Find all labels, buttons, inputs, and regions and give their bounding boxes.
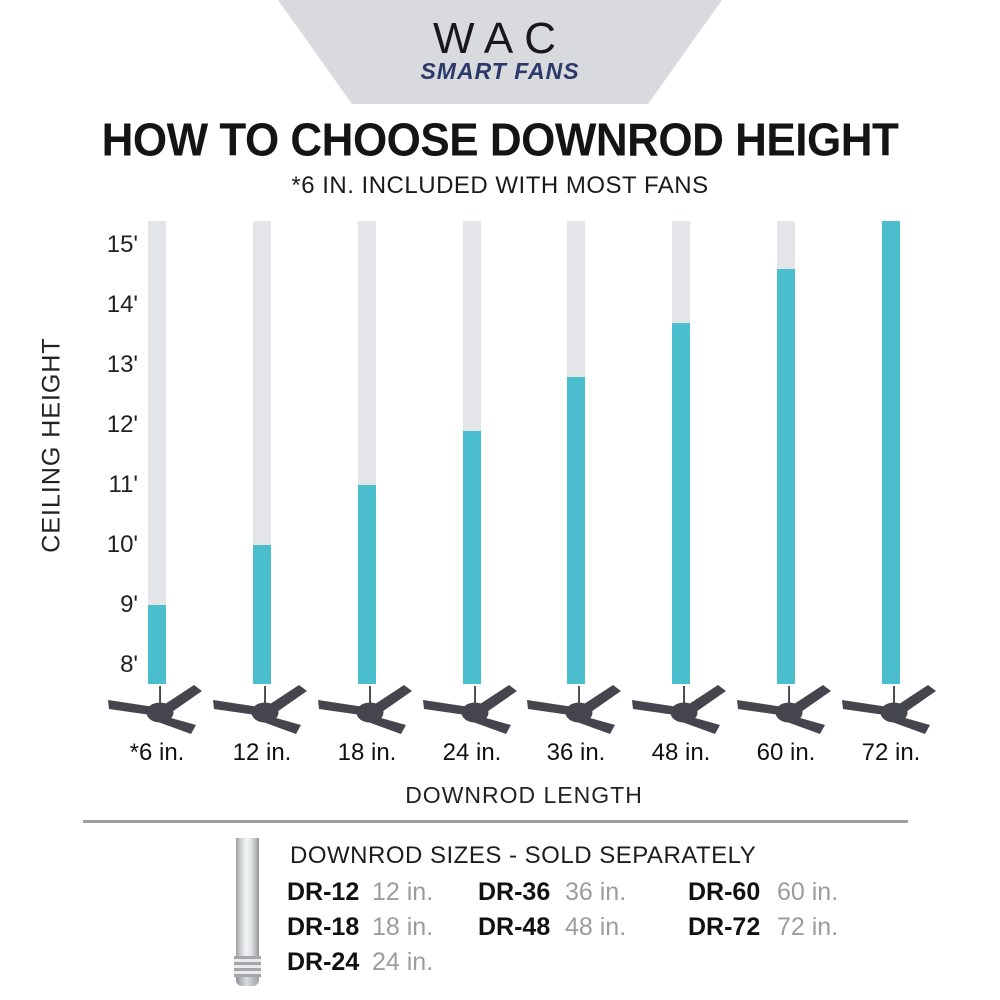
fan-blade-left	[108, 700, 151, 715]
fan-stem	[369, 686, 371, 704]
fan-stem	[264, 686, 266, 704]
downrod-code: DR-18	[287, 913, 360, 941]
ceiling-fan-icon	[423, 685, 517, 734]
fan-stem	[578, 686, 580, 704]
fan-blade-upper-right	[581, 685, 621, 714]
brand-tagline: SMART FANS	[420, 58, 580, 84]
x-category-label: 72 in.	[861, 739, 921, 766]
y-tick-label: 12'	[106, 411, 138, 438]
ceiling-fan-icon	[108, 685, 202, 734]
fan-blade-upper-right	[896, 685, 936, 714]
fan-blade-upper-right	[686, 685, 726, 714]
fan-motor-hub	[356, 702, 384, 723]
ceiling-fan-icon	[318, 685, 412, 734]
y-tick-label: 8'	[120, 651, 138, 678]
footer-heading: DOWNROD SIZES - SOLD SEPARATELY	[290, 842, 757, 869]
fan-blade-left	[213, 700, 256, 715]
downrod-size: 48 in.	[565, 913, 627, 941]
bar-track	[148, 221, 166, 684]
y-tick-label: 10'	[106, 531, 138, 558]
ceiling-fan-icon	[737, 685, 831, 734]
x-category-label: 12 in.	[232, 739, 292, 766]
bar-track	[567, 221, 585, 684]
x-axis-title: DOWNROD LENGTH	[405, 782, 643, 808]
fan-blade-left	[632, 700, 675, 715]
downrod-code: DR-72	[688, 913, 761, 941]
bar-fill	[253, 545, 271, 684]
bar-track	[358, 221, 376, 684]
x-category-label: 60 in.	[756, 739, 816, 766]
fan-blade-upper-right	[791, 685, 831, 714]
fan-blade-left	[318, 700, 361, 715]
bar-fill	[358, 485, 376, 684]
downrod-rod	[236, 838, 259, 958]
y-tick-label: 14'	[106, 291, 138, 318]
bar-fill	[672, 323, 690, 684]
bar-track	[672, 221, 690, 684]
fan-stem	[683, 686, 685, 704]
downrod-size: 60 in.	[777, 878, 839, 906]
page-title: HOW TO CHOOSE DOWNROD HEIGHT	[101, 114, 899, 167]
y-tick-label: 15'	[106, 231, 138, 258]
bar-fill	[567, 377, 585, 684]
downrod-size: 36 in.	[565, 878, 627, 906]
downrod-threads	[234, 956, 261, 978]
x-category-label: 18 in.	[337, 739, 397, 766]
fan-motor-hub	[251, 702, 279, 723]
bar-fill	[882, 221, 900, 684]
downrod-size: 12 in.	[372, 878, 434, 906]
y-tick-label: 9'	[120, 591, 138, 618]
downrod-code: DR-24	[287, 948, 360, 976]
fan-stem	[893, 686, 895, 704]
fan-stem	[474, 686, 476, 704]
fan-motor-hub	[670, 702, 698, 723]
x-category-label: *6 in.	[129, 739, 185, 766]
fan-motor-hub	[775, 702, 803, 723]
downrod-code: DR-60	[688, 878, 761, 906]
fan-blade-upper-right	[162, 685, 202, 714]
page-subtitle: *6 IN. INCLUDED WITH MOST FANS	[291, 172, 709, 199]
fan-motor-hub	[880, 702, 908, 723]
fan-blade-left	[423, 700, 466, 715]
fan-blade-left	[527, 700, 570, 715]
fan-blade-upper-right	[372, 685, 412, 714]
fan-blade-upper-right	[267, 685, 307, 714]
brand-banner	[278, 0, 722, 104]
y-tick-label: 11'	[108, 471, 139, 498]
fan-motor-hub	[565, 702, 593, 723]
downrod-size: 24 in.	[372, 948, 434, 976]
ceiling-fan-icon	[213, 685, 307, 734]
fan-stem	[159, 686, 161, 704]
y-axis-title: CEILING HEIGHT	[37, 337, 66, 553]
fan-motor-hub	[146, 702, 174, 723]
section-divider	[83, 820, 908, 823]
bar-track	[882, 221, 900, 684]
ceiling-fan-icon	[842, 685, 936, 734]
brand-logo: WAC	[432, 14, 568, 63]
downrod-code: DR-36	[478, 878, 551, 906]
fan-stem	[788, 686, 790, 704]
fan-blade-upper-right	[477, 685, 517, 714]
downrod-code: DR-48	[478, 913, 551, 941]
x-category-label: 36 in.	[546, 739, 606, 766]
fan-blade-left	[842, 700, 885, 715]
bar-fill	[777, 269, 795, 684]
bar-fill	[148, 605, 166, 684]
y-tick-label: 13'	[106, 351, 138, 378]
fan-motor-hub	[461, 702, 489, 723]
downrod-size: 72 in.	[777, 913, 839, 941]
bar-track	[777, 221, 795, 684]
bar-track	[253, 221, 271, 684]
ceiling-fan-icon	[527, 685, 621, 734]
x-category-label: 48 in.	[651, 739, 711, 766]
downrod-size: 18 in.	[372, 913, 434, 941]
x-category-label: 24 in.	[442, 739, 502, 766]
bar-track	[463, 221, 481, 684]
ceiling-fan-icon	[632, 685, 726, 734]
fan-blade-left	[737, 700, 780, 715]
bar-fill	[463, 431, 481, 684]
downrod-end-cap	[236, 977, 259, 986]
downrod-code: DR-12	[287, 878, 360, 906]
